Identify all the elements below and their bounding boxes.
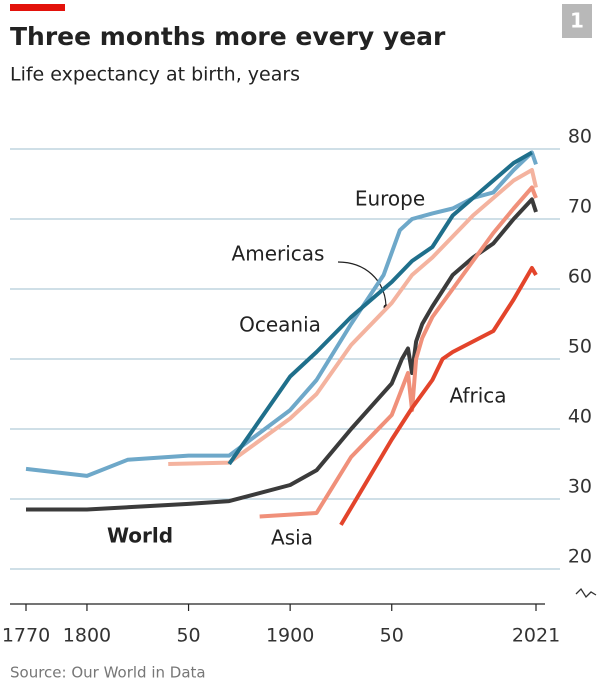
axis-break bbox=[575, 587, 597, 599]
source: Source: Our World in Data bbox=[10, 664, 206, 682]
series-line bbox=[26, 197, 538, 512]
badge-box bbox=[562, 4, 592, 38]
y-tick-label: 50 bbox=[568, 336, 592, 358]
series-label: Oceania bbox=[239, 313, 321, 337]
y-tick-label: 60 bbox=[568, 266, 592, 288]
series-label: Africa bbox=[449, 384, 506, 408]
x-tick-label: 1770 bbox=[2, 625, 50, 647]
y-tick-label: 20 bbox=[568, 546, 592, 568]
y-tick-label: 40 bbox=[568, 406, 592, 428]
y-tick-label: 30 bbox=[568, 476, 592, 498]
series-line bbox=[339, 266, 538, 526]
series-line bbox=[227, 150, 533, 466]
badge: 1 bbox=[570, 9, 584, 33]
brand-bar bbox=[10, 4, 65, 11]
x-tick-label: 50 bbox=[176, 625, 200, 647]
series-label: Europe bbox=[355, 187, 425, 211]
series-label: Asia bbox=[271, 526, 313, 550]
annotation-arrow bbox=[337, 261, 387, 307]
x-tick-label: 1900 bbox=[266, 625, 314, 647]
y-tick-label: 70 bbox=[568, 196, 592, 218]
x-tick-label: 1800 bbox=[63, 625, 111, 647]
y-tick-label: 80 bbox=[568, 126, 592, 148]
chart-subtitle: Life expectancy at birth, years bbox=[10, 64, 300, 86]
series-line bbox=[25, 150, 538, 478]
series-label: Americas bbox=[232, 242, 325, 266]
series-line bbox=[259, 185, 538, 519]
x-tick-label: 50 bbox=[380, 625, 404, 647]
series-label: World bbox=[107, 524, 173, 548]
x-tick-label: 2021 bbox=[512, 625, 560, 647]
series-line bbox=[168, 168, 538, 466]
chart-title: Three months more every year bbox=[10, 22, 446, 51]
